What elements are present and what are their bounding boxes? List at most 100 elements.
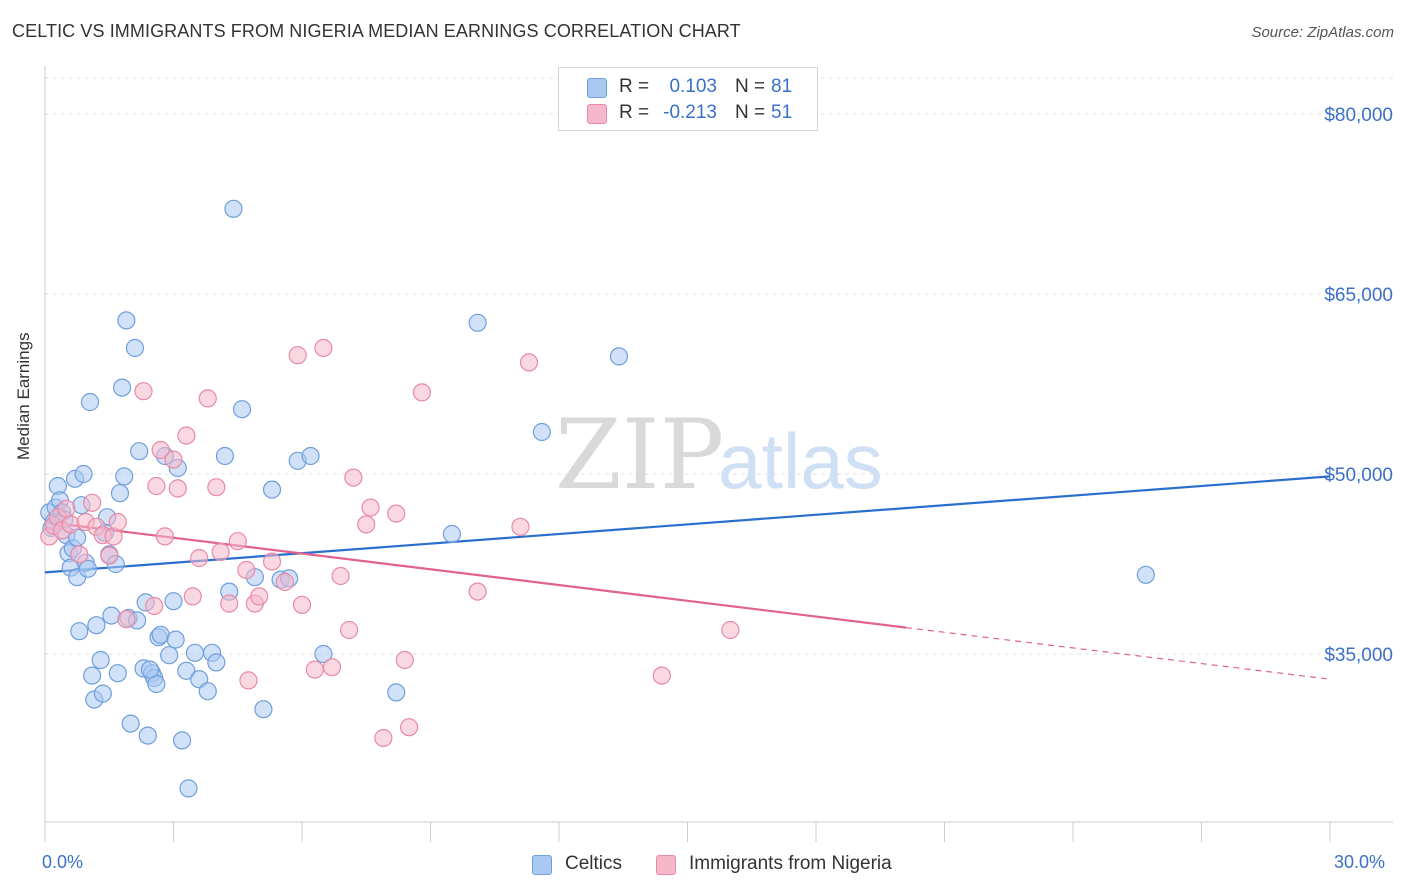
- celtics-point: [215, 446, 234, 466]
- celtics-point: [254, 700, 273, 719]
- r-label: R =: [619, 76, 650, 97]
- n-label: N =: [735, 102, 766, 123]
- celtics-point: [140, 660, 160, 679]
- nigeria-point: [250, 587, 269, 606]
- legend-label-nigeria: Immigrants from Nigeria: [689, 853, 892, 874]
- nigeria-point: [357, 515, 376, 534]
- legend-swatch-nigeria: [656, 855, 676, 875]
- celtics-point: [102, 606, 121, 625]
- celtics-point: [108, 664, 127, 683]
- nigeria-point: [220, 594, 239, 613]
- celtics-point: [442, 524, 462, 544]
- celtics-point: [179, 779, 198, 798]
- celtics-point: [172, 731, 192, 750]
- nigeria-point: [387, 504, 406, 523]
- celtics-point: [138, 726, 157, 745]
- nigeria-point: [108, 512, 127, 532]
- celtics-point: [198, 682, 217, 701]
- watermark-zip: ZIP: [555, 399, 724, 511]
- celtics-point: [125, 338, 145, 358]
- nigeria-point: [412, 383, 432, 402]
- r-value: 0.103: [669, 76, 717, 97]
- nigeria-point: [198, 389, 217, 408]
- nigeria-point: [288, 346, 307, 365]
- legend-swatch-celtics: [532, 855, 552, 875]
- nigeria-point: [331, 566, 350, 586]
- y-tick-label: $80,000: [1324, 105, 1393, 126]
- celtics-point: [166, 630, 185, 649]
- y-tick-label: $50,000: [1324, 465, 1393, 486]
- nigeria-point: [340, 620, 359, 640]
- celtics-point: [87, 616, 106, 635]
- nigeria-point: [374, 728, 393, 748]
- n-label: N =: [735, 76, 766, 97]
- nigeria-point: [61, 515, 80, 534]
- celtics-point: [74, 464, 93, 484]
- nigeria-point: [177, 426, 196, 445]
- nigeria-point: [511, 517, 530, 536]
- celtics-point: [117, 311, 136, 330]
- nigeria-point: [275, 572, 294, 592]
- nigeria-point: [468, 582, 487, 601]
- nigeria-point: [305, 660, 324, 679]
- nigeria-point: [237, 560, 256, 580]
- celtics-point: [532, 422, 551, 442]
- nigeria-trend-extension: [905, 627, 1331, 680]
- nigeria-trend-line: [44, 520, 907, 629]
- nigeria-point: [155, 527, 175, 546]
- nigeria-point: [145, 596, 164, 616]
- data-points: [40, 199, 1155, 798]
- y-tick-label: $35,000: [1324, 645, 1393, 666]
- y-tick-labels: $35,000 $50,000 $65,000 $80,000: [1324, 105, 1393, 666]
- nigeria-point: [70, 545, 89, 564]
- series-legend: Celtics Immigrants from Nigeria: [0, 850, 1406, 880]
- watermark-atlas: atlas: [718, 417, 883, 505]
- nigeria-point: [151, 440, 170, 460]
- celtics-point: [115, 467, 134, 486]
- celtics-point: [177, 661, 196, 680]
- nigeria-point: [190, 548, 209, 568]
- stats-row-nigeria: R = -0.213 N = 51: [559, 100, 817, 126]
- nigeria-point: [361, 498, 380, 517]
- celtics-point: [110, 484, 130, 503]
- n-value: 81: [771, 76, 793, 97]
- celtics-point: [314, 644, 333, 664]
- nigeria-point: [262, 552, 282, 571]
- nigeria-point: [395, 650, 414, 670]
- celtics-point: [224, 199, 243, 218]
- nigeria-point: [344, 468, 363, 487]
- celtics-point: [301, 446, 320, 466]
- celtics-point: [185, 643, 205, 662]
- y-axis-label: Median Earnings: [14, 332, 33, 460]
- nigeria-point: [57, 499, 76, 518]
- celtics-point: [83, 666, 102, 685]
- nigeria-point: [183, 587, 202, 606]
- stats-row-celtics: R = 0.103 N = 81: [559, 74, 817, 100]
- celtics-swatch: [587, 78, 607, 98]
- celtics-point: [130, 442, 149, 461]
- legend-label-celtics: Celtics: [565, 853, 623, 874]
- nigeria-point: [168, 479, 187, 498]
- celtics-point: [93, 684, 112, 703]
- nigeria-point: [228, 532, 247, 551]
- celtics-point: [1136, 565, 1155, 584]
- nigeria-point: [314, 338, 333, 358]
- celtics-point: [112, 378, 132, 397]
- celtics-point: [91, 650, 110, 670]
- nigeria-point: [721, 620, 740, 640]
- trend-lines: [44, 475, 1331, 680]
- nigeria-point: [207, 478, 226, 497]
- r-value: -0.213: [663, 102, 717, 123]
- celtics-point: [262, 480, 282, 499]
- celtics-point: [70, 622, 89, 641]
- nigeria-swatch: [587, 104, 607, 124]
- nigeria-point: [134, 382, 153, 401]
- nigeria-point: [322, 658, 342, 677]
- nigeria-point: [519, 353, 539, 372]
- nigeria-point: [211, 542, 230, 562]
- celtics-point: [160, 646, 179, 665]
- celtics-point: [151, 625, 170, 644]
- celtics-point: [164, 592, 183, 611]
- celtics-point: [387, 683, 406, 702]
- nigeria-point: [117, 610, 136, 629]
